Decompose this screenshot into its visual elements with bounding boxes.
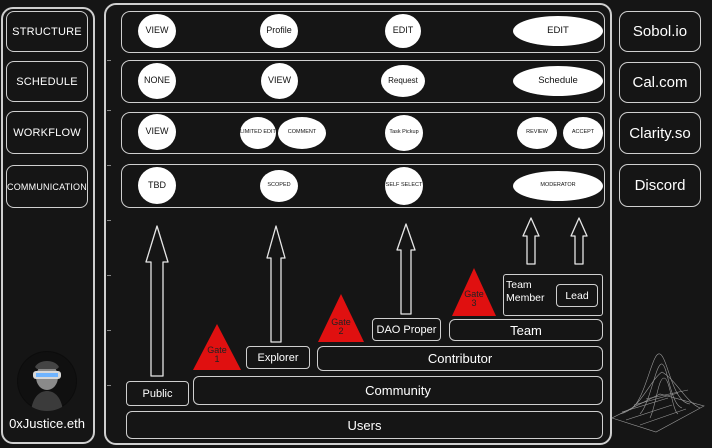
communication-row xyxy=(121,164,605,208)
gate-1-label: Gate 1 xyxy=(207,345,227,365)
avatar-portrait-icon xyxy=(18,352,76,411)
tool-sobol[interactable]: Sobol.io xyxy=(619,11,701,52)
gate-2: Gate 2 xyxy=(318,294,364,342)
axis-tick xyxy=(107,165,111,166)
axis-tick xyxy=(107,60,111,61)
tier-community[interactable]: Community xyxy=(193,376,603,405)
tier-contributor[interactable]: Contributor xyxy=(317,346,603,371)
pill-moderator[interactable]: MODERATOR xyxy=(513,171,603,201)
axis-tick xyxy=(107,330,111,331)
nav-schedule-button[interactable]: SCHEDULE xyxy=(6,61,88,102)
main-panel xyxy=(104,3,612,445)
gate-2-label: Gate 2 xyxy=(331,317,351,337)
role-team-member[interactable]: Team Member xyxy=(506,279,545,305)
nav-structure-button[interactable]: STRUCTURE xyxy=(6,11,88,52)
pill-comment[interactable]: COMMENT xyxy=(278,117,326,149)
tier-team[interactable]: Team xyxy=(449,319,603,341)
wireframe-surface-icon xyxy=(611,353,705,433)
pill-task-pickup[interactable]: Task Pickup xyxy=(385,115,423,151)
pill-profile[interactable]: Profile xyxy=(260,14,298,48)
pill-limited-edit[interactable]: LIMITED EDIT xyxy=(240,117,276,149)
pill-scoped[interactable]: SCOPED xyxy=(260,170,298,202)
pill-review[interactable]: REVIEW xyxy=(517,117,557,149)
role-dao-proper[interactable]: DAO Proper xyxy=(372,318,441,341)
pill-edit[interactable]: EDIT xyxy=(385,14,421,48)
role-lead[interactable]: Lead xyxy=(556,284,598,307)
axis-tick xyxy=(107,385,111,386)
pill-edit-wide[interactable]: EDIT xyxy=(513,16,603,46)
nav-workflow-button[interactable]: WORKFLOW xyxy=(6,111,88,154)
axis-tick xyxy=(107,220,111,221)
pill-self-select[interactable]: SELF SELECT xyxy=(385,167,423,205)
role-public[interactable]: Public xyxy=(126,381,189,406)
tool-clarity[interactable]: Clarity.so xyxy=(619,112,701,154)
user-name: 0xJustice.eth xyxy=(9,416,85,431)
axis-tick xyxy=(107,275,111,276)
pill-request[interactable]: Request xyxy=(381,65,425,97)
pill-view[interactable]: VIEW xyxy=(138,114,176,150)
tool-discord[interactable]: Discord xyxy=(619,164,701,207)
avatar xyxy=(17,351,77,411)
gate-1: Gate 1 xyxy=(193,324,241,370)
workflow-row xyxy=(121,112,605,154)
gate-3: Gate 3 xyxy=(452,268,496,316)
pill-schedule[interactable]: Schedule xyxy=(513,66,603,96)
pill-none[interactable]: NONE xyxy=(138,63,176,99)
pill-view[interactable]: VIEW xyxy=(261,63,298,99)
team-member-group: Team Member Lead xyxy=(503,274,603,316)
role-explorer[interactable]: Explorer xyxy=(246,346,310,369)
structure-row xyxy=(121,11,605,53)
schedule-row xyxy=(121,60,605,103)
tool-cal[interactable]: Cal.com xyxy=(619,62,701,103)
pill-accept[interactable]: ACCEPT xyxy=(563,117,603,149)
pill-tbd[interactable]: TBD xyxy=(138,167,176,204)
tier-users[interactable]: Users xyxy=(126,411,603,439)
gate-3-label: Gate 3 xyxy=(464,289,484,309)
axis-tick xyxy=(107,110,111,111)
left-nav-panel xyxy=(1,7,95,444)
pill-view[interactable]: VIEW xyxy=(138,14,176,48)
nav-communication-button[interactable]: COMMUNICATION xyxy=(6,165,88,208)
